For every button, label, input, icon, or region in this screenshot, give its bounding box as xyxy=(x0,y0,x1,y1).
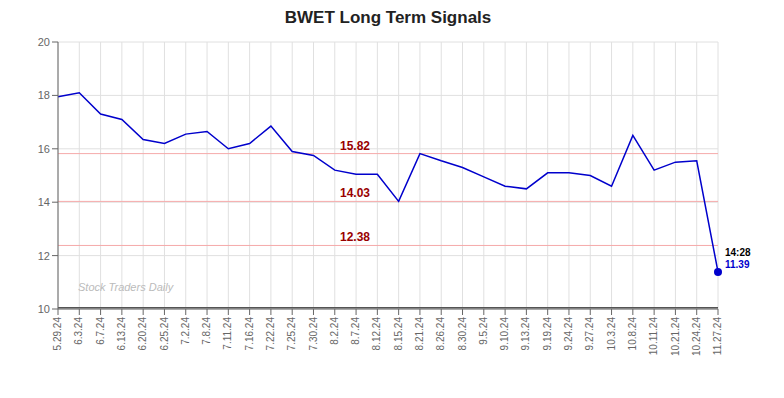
svg-text:6.7.24: 6.7.24 xyxy=(95,317,106,345)
svg-text:7.16.24: 7.16.24 xyxy=(244,317,255,351)
svg-text:7.25.24: 7.25.24 xyxy=(286,317,297,351)
svg-text:6.13.24: 6.13.24 xyxy=(116,317,127,351)
svg-text:15.82: 15.82 xyxy=(340,139,370,153)
svg-text:9.27.24: 9.27.24 xyxy=(584,317,595,351)
svg-text:12: 12 xyxy=(38,250,50,262)
svg-text:7.30.24: 7.30.24 xyxy=(308,317,319,351)
svg-text:12.38: 12.38 xyxy=(340,230,370,244)
svg-text:5.29.24: 5.29.24 xyxy=(52,317,63,351)
svg-text:8.12.24: 8.12.24 xyxy=(371,317,382,351)
svg-text:10: 10 xyxy=(38,303,50,315)
html-text:BWET Long Term Signals: BWET Long Term Signals xyxy=(284,8,492,27)
svg-text:9.13.24: 9.13.24 xyxy=(520,317,531,351)
svg-text:14.03: 14.03 xyxy=(340,186,370,200)
svg-text:6.3.24: 6.3.24 xyxy=(73,317,84,345)
svg-text:6.20.24: 6.20.24 xyxy=(137,317,148,351)
svg-text:14:28: 14:28 xyxy=(725,247,751,258)
svg-text:10.3.24: 10.3.24 xyxy=(606,317,617,351)
svg-text:9.24.24: 9.24.24 xyxy=(563,317,574,351)
svg-text:8.7.24: 8.7.24 xyxy=(350,317,361,345)
svg-text:8.26.24: 8.26.24 xyxy=(435,317,446,351)
svg-text:9.5.24: 9.5.24 xyxy=(478,317,489,345)
svg-text:8.15.24: 8.15.24 xyxy=(393,317,404,351)
html-text:Stock Traders Daily: Stock Traders Daily xyxy=(78,281,174,293)
svg-text:14: 14 xyxy=(38,196,50,208)
svg-text:7.11.24: 7.11.24 xyxy=(222,317,233,350)
svg-text:6.25.24: 6.25.24 xyxy=(159,317,170,351)
svg-text:11.27.24: 11.27.24 xyxy=(712,317,723,356)
svg-text:10.24.24: 10.24.24 xyxy=(691,317,702,356)
svg-text:9.10.24: 9.10.24 xyxy=(499,317,510,351)
svg-text:8.2.24: 8.2.24 xyxy=(329,317,340,345)
svg-text:8.30.24: 8.30.24 xyxy=(457,317,468,351)
svg-text:10.8.24: 10.8.24 xyxy=(627,317,638,351)
svg-text:9.19.24: 9.19.24 xyxy=(542,317,553,351)
svg-text:7.2.24: 7.2.24 xyxy=(180,317,191,345)
svg-text:8.21.24: 8.21.24 xyxy=(414,317,425,351)
svg-text:7.22.24: 7.22.24 xyxy=(265,317,276,351)
svg-text:18: 18 xyxy=(38,89,50,101)
svg-text:10.11.24: 10.11.24 xyxy=(648,317,659,356)
svg-text:7.8.24: 7.8.24 xyxy=(201,317,212,345)
svg-text:20: 20 xyxy=(38,36,50,48)
svg-text:11.39: 11.39 xyxy=(725,259,750,270)
svg-text:10.21.24: 10.21.24 xyxy=(670,317,681,356)
svg-text:16: 16 xyxy=(38,143,50,155)
